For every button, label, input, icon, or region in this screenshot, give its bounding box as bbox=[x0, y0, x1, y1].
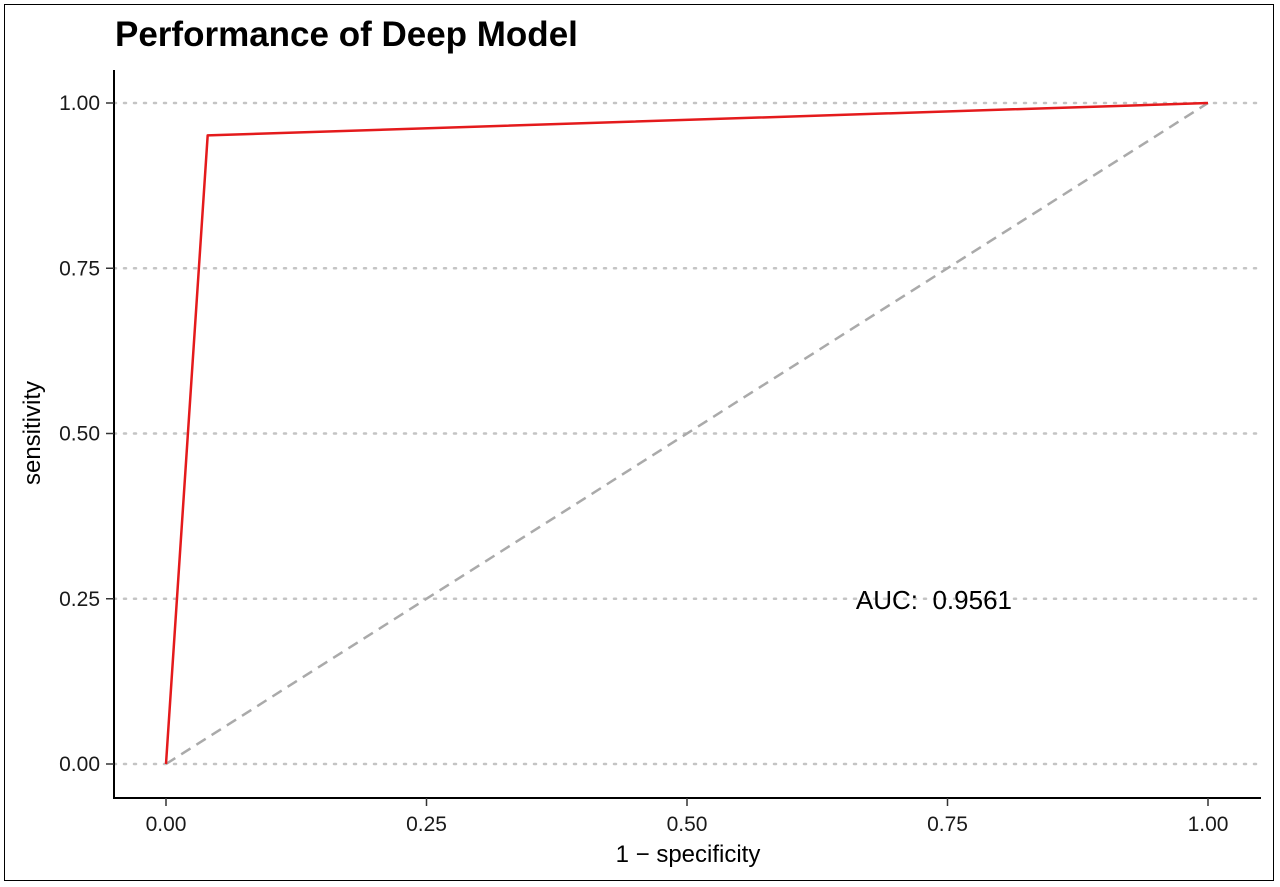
x-tick-label-4: 1.00 bbox=[1188, 813, 1229, 836]
reference-diagonal-line bbox=[165, 101, 1209, 766]
x-tick-label-1: 0.25 bbox=[406, 813, 447, 836]
x-tick-label-2: 0.50 bbox=[667, 813, 708, 836]
y-ticks: 0.00 0.25 0.50 0.75 1.00 bbox=[59, 92, 114, 776]
x-tick-label-0: 0.00 bbox=[146, 813, 187, 836]
chart-title: Performance of Deep Model bbox=[115, 15, 578, 54]
x-tick-label-3: 0.75 bbox=[927, 813, 968, 836]
y-axis-title: sensitivity bbox=[19, 381, 46, 485]
y-tick-label-3: 0.75 bbox=[59, 257, 100, 280]
series-layer bbox=[164, 101, 1209, 766]
annotations: AUC: 0.9561 bbox=[856, 585, 1012, 615]
roc-curve-line bbox=[164, 101, 1209, 765]
y-tick-label-1: 0.25 bbox=[59, 588, 100, 611]
grid-lines bbox=[112, 101, 1263, 766]
x-ticks: 0.00 0.25 0.50 0.75 1.00 bbox=[146, 798, 1229, 836]
y-tick-label-4: 1.00 bbox=[59, 92, 100, 115]
chart-frame bbox=[4, 4, 1274, 881]
x-axis-title: 1 − specificity bbox=[616, 841, 761, 868]
auc-annotation: AUC: 0.9561 bbox=[856, 585, 1012, 615]
y-tick-label-2: 0.50 bbox=[59, 423, 100, 446]
y-tick-label-0: 0.00 bbox=[59, 753, 100, 776]
